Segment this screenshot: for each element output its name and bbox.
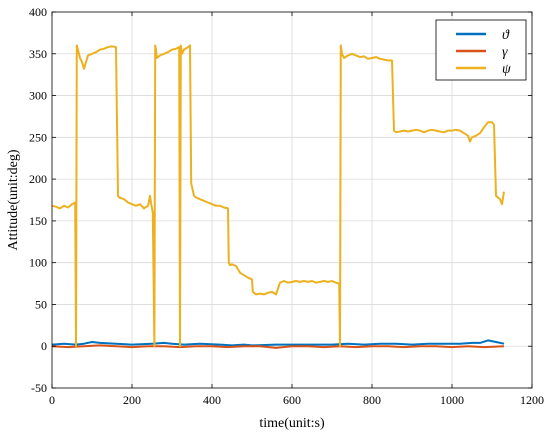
legend-entry: ψ [502, 62, 511, 77]
series-line-3 [51, 44, 505, 348]
y-tick-label: 400 [29, 5, 47, 19]
y-tick-label: 150 [29, 214, 47, 228]
x-tick-label: 0 [49, 393, 55, 407]
axis-ticks: 0 200 400 600 800 1000 1200-500501001502002503… [29, 5, 544, 407]
y-tick-label: -50 [31, 381, 47, 395]
x-tick-label: 1000 [440, 393, 464, 407]
y-tick-label: 350 [29, 47, 47, 61]
x-tick-label: 200 [123, 393, 141, 407]
series-layer [51, 44, 505, 349]
y-axis-label: Attitude(unit:deg) [6, 149, 21, 250]
x-tick-label: 600 [283, 393, 301, 407]
legend: ϑγψ [435, 19, 527, 81]
x-axis-label: time(unit:s) [259, 416, 325, 431]
grid [52, 12, 532, 388]
y-tick-label: 250 [29, 130, 47, 144]
y-tick-label: 100 [29, 256, 47, 270]
y-tick-label: 50 [35, 297, 47, 311]
legend-entry: γ [502, 45, 508, 60]
x-tick-label: 800 [363, 393, 381, 407]
legend-entry: ϑ [502, 28, 510, 43]
series-line-1 [51, 339, 505, 347]
x-tick-label: 1200 [520, 393, 544, 407]
y-tick-label: 300 [29, 89, 47, 103]
x-tick-label: 400 [203, 393, 221, 407]
y-tick-label: 200 [29, 172, 47, 186]
series-line-2 [51, 344, 505, 349]
y-tick-label: 0 [41, 339, 47, 353]
